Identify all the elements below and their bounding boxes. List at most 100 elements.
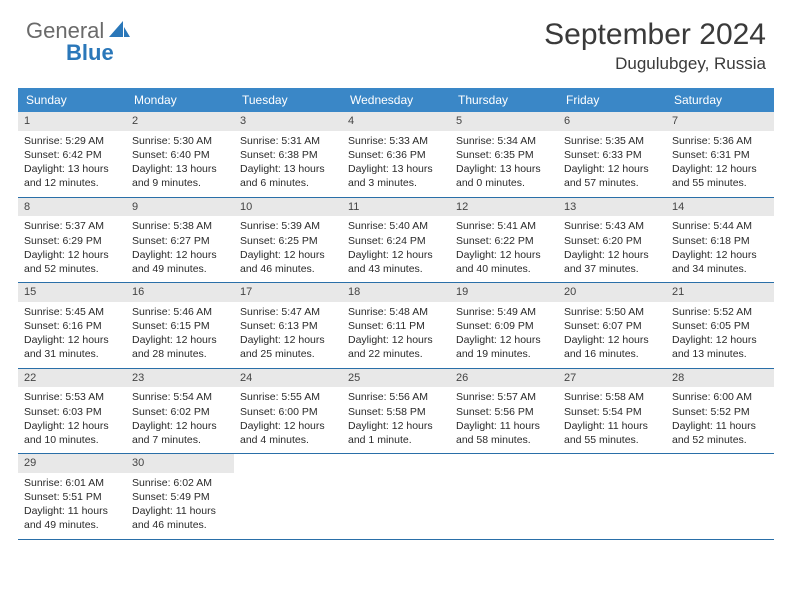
day-cell: 17Sunrise: 5:47 AMSunset: 6:13 PMDayligh… xyxy=(234,283,342,368)
sunset-text: Sunset: 6:07 PM xyxy=(564,319,660,333)
header: General Blue September 2024 Dugulubgey, … xyxy=(0,0,792,82)
day-cell: 1Sunrise: 5:29 AMSunset: 6:42 PMDaylight… xyxy=(18,112,126,197)
week-row: 22Sunrise: 5:53 AMSunset: 6:03 PMDayligh… xyxy=(18,369,774,455)
sunset-text: Sunset: 6:40 PM xyxy=(132,148,228,162)
sunrise-text: Sunrise: 5:40 AM xyxy=(348,219,444,233)
day-cell: 15Sunrise: 5:45 AMSunset: 6:16 PMDayligh… xyxy=(18,283,126,368)
sunset-text: Sunset: 6:13 PM xyxy=(240,319,336,333)
day-number: 9 xyxy=(126,198,234,217)
daylight-text: Daylight: 13 hours and 0 minutes. xyxy=(456,162,552,190)
day-cell: 18Sunrise: 5:48 AMSunset: 6:11 PMDayligh… xyxy=(342,283,450,368)
day-cell xyxy=(234,454,342,539)
day-cell: 6 Sunrise: 5:35 AMSunset: 6:33 PMDaylight… xyxy=(558,112,666,197)
sunrise-text: Sunrise: 5:55 AM xyxy=(240,390,336,404)
sunset-text: Sunset: 6:33 PM xyxy=(564,148,660,162)
location-label: Dugulubgey, Russia xyxy=(544,54,766,74)
weekday-header: Saturday xyxy=(666,88,774,112)
day-cell: 26Sunrise: 5:57 AMSunset: 5:56 PMDayligh… xyxy=(450,369,558,454)
sunrise-text: Sunrise: 5:31 AM xyxy=(240,134,336,148)
page-title: September 2024 xyxy=(544,18,766,52)
daylight-text: Daylight: 13 hours and 12 minutes. xyxy=(24,162,120,190)
sunrise-text: Sunrise: 6:02 AM xyxy=(132,476,228,490)
day-cell xyxy=(450,454,558,539)
day-cell: 25Sunrise: 5:56 AMSunset: 5:58 PMDayligh… xyxy=(342,369,450,454)
daylight-text: Daylight: 13 hours and 3 minutes. xyxy=(348,162,444,190)
sunset-text: Sunset: 6:18 PM xyxy=(672,234,768,248)
day-cell: 24Sunrise: 5:55 AMSunset: 6:00 PMDayligh… xyxy=(234,369,342,454)
day-number: 5 xyxy=(450,112,558,131)
day-number: 23 xyxy=(126,369,234,388)
weekday-header: Thursday xyxy=(450,88,558,112)
sunrise-text: Sunrise: 5:56 AM xyxy=(348,390,444,404)
sunrise-text: Sunrise: 5:45 AM xyxy=(24,305,120,319)
day-number: 26 xyxy=(450,369,558,388)
sunrise-text: Sunrise: 5:30 AM xyxy=(132,134,228,148)
sunrise-text: Sunrise: 5:48 AM xyxy=(348,305,444,319)
day-number: 13 xyxy=(558,198,666,217)
day-number: 14 xyxy=(666,198,774,217)
day-cell: 16Sunrise: 5:46 AMSunset: 6:15 PMDayligh… xyxy=(126,283,234,368)
daylight-text: Daylight: 12 hours and 34 minutes. xyxy=(672,248,768,276)
day-number: 2 xyxy=(126,112,234,131)
day-cell: 9Sunrise: 5:38 AMSunset: 6:27 PMDaylight… xyxy=(126,198,234,283)
sunrise-text: Sunrise: 5:46 AM xyxy=(132,305,228,319)
weekday-header: Friday xyxy=(558,88,666,112)
day-cell xyxy=(342,454,450,539)
daylight-text: Daylight: 12 hours and 22 minutes. xyxy=(348,333,444,361)
day-cell: 28Sunrise: 6:00 AMSunset: 5:52 PMDayligh… xyxy=(666,369,774,454)
daylight-text: Daylight: 11 hours and 46 minutes. xyxy=(132,504,228,532)
daylight-text: Daylight: 12 hours and 40 minutes. xyxy=(456,248,552,276)
sunset-text: Sunset: 6:36 PM xyxy=(348,148,444,162)
week-row: 29Sunrise: 6:01 AMSunset: 5:51 PMDayligh… xyxy=(18,454,774,540)
sunrise-text: Sunrise: 5:58 AM xyxy=(564,390,660,404)
weekday-header: Monday xyxy=(126,88,234,112)
sunset-text: Sunset: 6:20 PM xyxy=(564,234,660,248)
sunset-text: Sunset: 5:56 PM xyxy=(456,405,552,419)
day-cell: 21Sunrise: 5:52 AMSunset: 6:05 PMDayligh… xyxy=(666,283,774,368)
day-number: 16 xyxy=(126,283,234,302)
calendar: Sunday Monday Tuesday Wednesday Thursday… xyxy=(18,88,774,540)
day-number: 7 xyxy=(666,112,774,131)
day-cell: 5Sunrise: 5:34 AMSunset: 6:35 PMDaylight… xyxy=(450,112,558,197)
sunset-text: Sunset: 6:25 PM xyxy=(240,234,336,248)
sunset-text: Sunset: 6:31 PM xyxy=(672,148,768,162)
sunrise-text: Sunrise: 5:33 AM xyxy=(348,134,444,148)
weekday-header: Tuesday xyxy=(234,88,342,112)
day-cell: 11Sunrise: 5:40 AMSunset: 6:24 PMDayligh… xyxy=(342,198,450,283)
sunset-text: Sunset: 6:16 PM xyxy=(24,319,120,333)
day-cell: 3Sunrise: 5:31 AMSunset: 6:38 PMDaylight… xyxy=(234,112,342,197)
logo: General Blue xyxy=(26,18,131,44)
daylight-text: Daylight: 12 hours and 37 minutes. xyxy=(564,248,660,276)
day-number: 1 xyxy=(18,112,126,131)
daylight-text: Daylight: 12 hours and 55 minutes. xyxy=(672,162,768,190)
sunrise-text: Sunrise: 5:41 AM xyxy=(456,219,552,233)
daylight-text: Daylight: 12 hours and 43 minutes. xyxy=(348,248,444,276)
day-cell: 13 Sunrise: 5:43 AMSunset: 6:20 PMDayligh… xyxy=(558,198,666,283)
sunrise-text: Sunrise: 5:34 AM xyxy=(456,134,552,148)
day-cell: 12Sunrise: 5:41 AMSunset: 6:22 PMDayligh… xyxy=(450,198,558,283)
day-number: 6 xyxy=(558,112,666,131)
day-number: 18 xyxy=(342,283,450,302)
sunset-text: Sunset: 5:54 PM xyxy=(564,405,660,419)
day-number: 28 xyxy=(666,369,774,388)
day-cell: 7Sunrise: 5:36 AMSunset: 6:31 PMDaylight… xyxy=(666,112,774,197)
day-cell: 19Sunrise: 5:49 AMSunset: 6:09 PMDayligh… xyxy=(450,283,558,368)
daylight-text: Daylight: 12 hours and 16 minutes. xyxy=(564,333,660,361)
sunrise-text: Sunrise: 5:43 AM xyxy=(564,219,660,233)
sunset-text: Sunset: 5:52 PM xyxy=(672,405,768,419)
daylight-text: Daylight: 12 hours and 57 minutes. xyxy=(564,162,660,190)
day-number: 19 xyxy=(450,283,558,302)
sunrise-text: Sunrise: 5:49 AM xyxy=(456,305,552,319)
sunrise-text: Sunrise: 5:35 AM xyxy=(564,134,660,148)
daylight-text: Daylight: 12 hours and 19 minutes. xyxy=(456,333,552,361)
daylight-text: Daylight: 12 hours and 13 minutes. xyxy=(672,333,768,361)
day-number: 12 xyxy=(450,198,558,217)
sunrise-text: Sunrise: 5:57 AM xyxy=(456,390,552,404)
daylight-text: Daylight: 12 hours and 52 minutes. xyxy=(24,248,120,276)
day-cell: 27Sunrise: 5:58 AMSunset: 5:54 PMDayligh… xyxy=(558,369,666,454)
sunrise-text: Sunrise: 5:38 AM xyxy=(132,219,228,233)
sunrise-text: Sunrise: 5:54 AM xyxy=(132,390,228,404)
sunset-text: Sunset: 6:29 PM xyxy=(24,234,120,248)
title-block: September 2024 Dugulubgey, Russia xyxy=(544,18,766,74)
day-number: 27 xyxy=(558,369,666,388)
